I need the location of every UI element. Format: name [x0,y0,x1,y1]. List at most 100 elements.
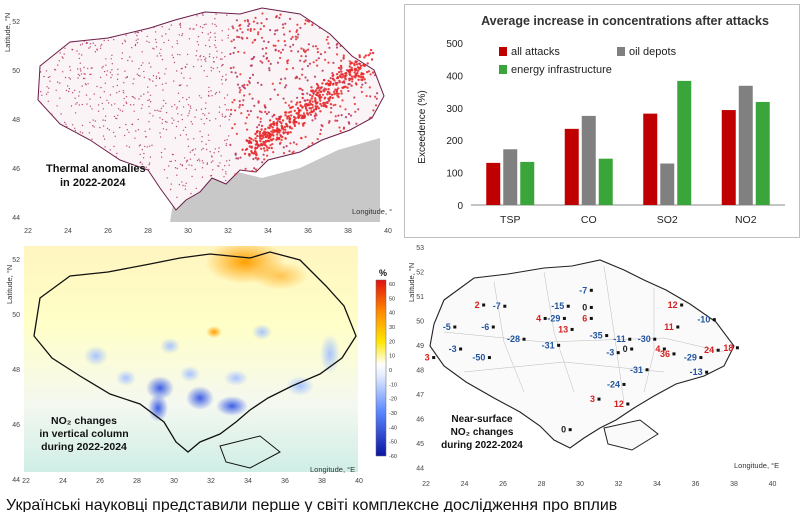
anomaly-dot [178,84,181,87]
station-marker [712,318,716,322]
anomaly-dot [191,164,193,167]
anomaly-dot [137,118,139,121]
anomaly-dot [303,115,307,118]
anomaly-dot [342,80,346,83]
anomaly-dot [140,95,142,97]
anomaly-dot [260,83,263,86]
anomaly-dot [269,62,272,65]
anomaly-dot [299,59,302,62]
anomaly-dot [225,171,227,173]
anomaly-dot [212,57,215,59]
anomaly-dot [354,73,358,76]
colorbar-tick: 30 [389,325,395,331]
anomaly-dot [275,117,278,121]
tick-label: 40 [769,481,777,488]
anomaly-dot [359,75,363,79]
anomaly-dot [359,64,363,68]
anomaly-dot [208,86,210,89]
station-marker [562,316,566,320]
anomaly-dot [186,98,188,101]
anomaly-dot [274,29,277,32]
anomaly-dot [116,152,118,155]
anomaly-dot [147,86,149,88]
crimea-border [219,435,281,469]
anomaly-dot [302,112,305,115]
anomaly-dot [266,154,269,157]
anomaly-dot [179,23,181,26]
tick-label: 44 [12,215,20,222]
anomaly-dot [139,144,141,146]
anomaly-dot [115,156,117,158]
anomaly-dot [250,64,253,67]
anomaly-dot [91,138,93,140]
tick-label: 26 [96,478,104,485]
tick-label: 36 [304,228,312,235]
station-value: -3 [606,348,614,358]
anomaly-dot [368,86,371,89]
tick-label: 38 [318,478,326,485]
anomaly-dot [261,47,264,51]
anomaly-dot [238,86,241,89]
anomaly-dot [163,169,166,171]
anomaly-dot [257,101,260,104]
anomaly-dot [203,70,205,72]
anomaly-dot [358,62,362,66]
anomaly-dot [371,71,375,74]
anomaly-dot [148,164,150,166]
anomaly-dot [366,70,369,74]
anomaly-dot [259,139,262,143]
anomaly-dot [142,157,145,159]
anomaly-dot [215,13,217,15]
anomaly-dot [158,110,160,112]
anomaly-dot [228,164,230,166]
anomaly-dot [328,120,331,123]
anomaly-dot [307,145,310,148]
anomaly-dot [340,92,343,95]
chart-bars [486,80,770,205]
anomaly-dot [111,74,113,76]
anomaly-dot [267,40,270,44]
anomaly-dot [339,75,342,79]
anomaly-dot [329,77,332,80]
anomaly-dot [233,46,236,49]
anomaly-dot [99,96,102,99]
anomaly-dot [290,37,293,41]
anomaly-dot [282,152,286,155]
anomaly-dot [285,68,288,71]
anomaly-dot [234,152,237,155]
station-marker [680,303,684,307]
anomaly-dot [322,102,325,105]
bar-oil-depots-TSP [503,149,518,205]
anomaly-dot [327,88,330,91]
anomaly-dot [329,111,333,114]
anomaly-dot [215,46,217,49]
anomaly-dot [102,135,105,137]
anomaly-dot [220,155,222,157]
anomaly-dot [205,23,207,25]
anomaly-dot [124,134,126,137]
anomaly-dot [284,77,287,80]
anomaly-dot [194,148,197,150]
anomaly-dot [329,103,333,106]
anomaly-dot [275,122,279,125]
anomaly-dot [246,28,250,31]
anomaly-dot [221,58,223,60]
anomaly-dot [110,36,113,39]
anomaly-dot [144,145,146,148]
anomaly-dot [358,55,361,59]
anomaly-dot [202,113,204,115]
anomaly-dot [189,105,192,107]
anomaly-dot [281,119,285,122]
tick-label: 32 [207,478,215,485]
anomaly-dot [47,91,49,94]
anomaly-dot [221,83,223,85]
column-x-axis-label: Longitude, °E [310,465,355,474]
anomaly-dot [296,23,299,26]
anomaly-dot [353,62,356,65]
anomaly-dot [137,38,139,40]
anomaly-dot [234,71,237,74]
anomaly-dot [109,94,112,96]
anomaly-dot [337,71,341,74]
anomaly-dot [256,116,259,119]
anomaly-dot [262,55,265,58]
